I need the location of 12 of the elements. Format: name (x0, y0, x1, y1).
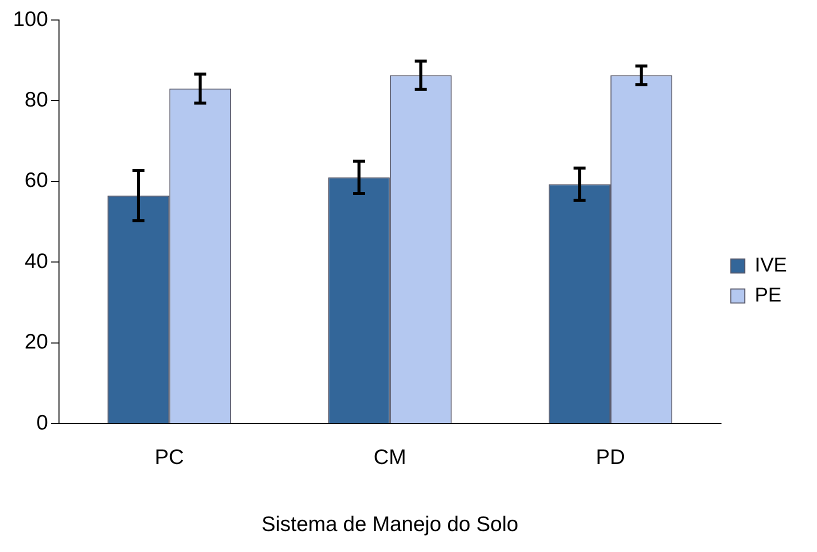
y-tick-label: 60 (24, 169, 48, 192)
x-axis-title: Sistema de Manejo do Solo (261, 513, 518, 536)
y-tick-label: 0 (36, 411, 48, 434)
x-tick-label: CM (374, 446, 406, 469)
legend-label: IVE (754, 254, 788, 277)
x-tick-label: PC (154, 446, 184, 469)
y-tick-label: 80 (24, 88, 48, 112)
legend-label: PE (754, 284, 782, 307)
y-tick-label: 100 (12, 8, 48, 31)
y-tick-label: 20 (24, 330, 48, 354)
x-tick-label: PD (596, 446, 626, 469)
y-tick-label: 40 (24, 250, 48, 273)
